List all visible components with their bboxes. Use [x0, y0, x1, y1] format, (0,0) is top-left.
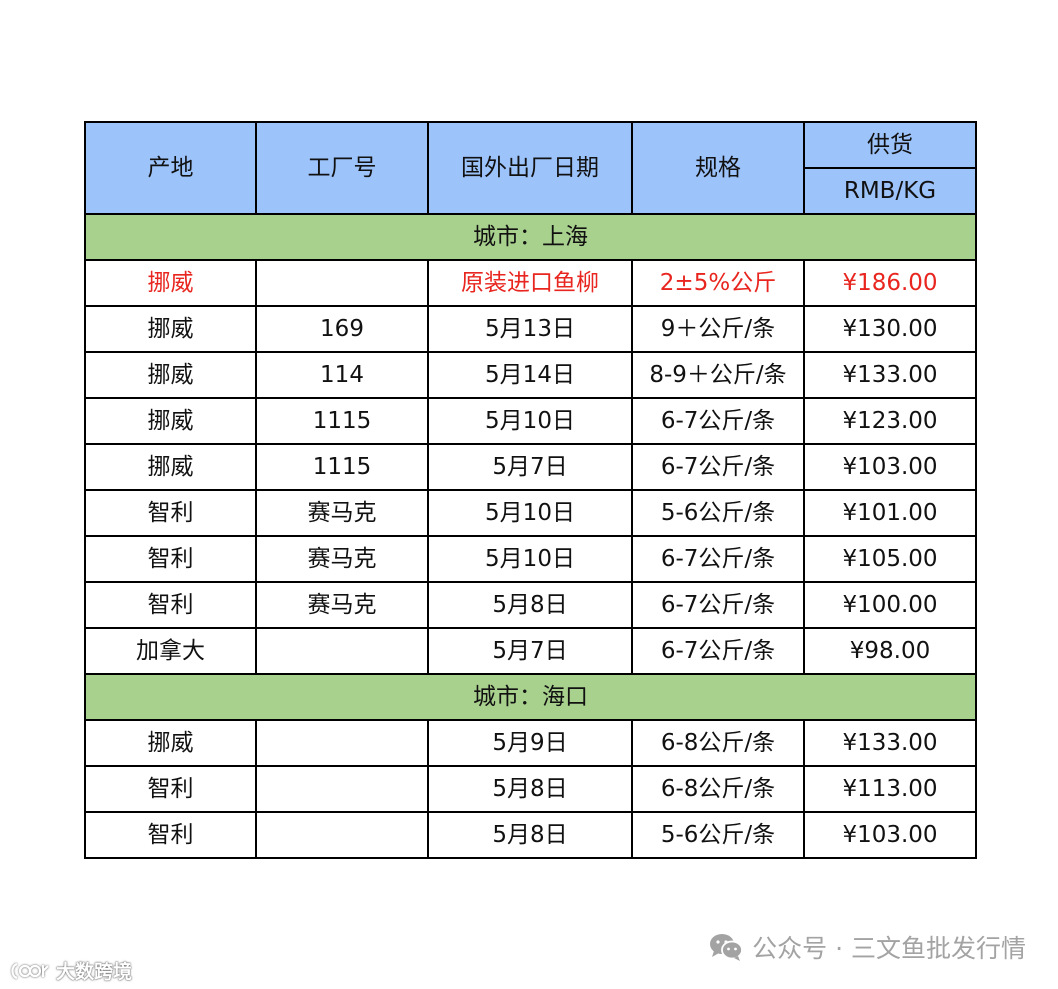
cell-factory-date: 5月10日 [427, 489, 633, 537]
cell-spec: 6-8公斤/条 [631, 765, 805, 813]
cell-factory-date: 5月10日 [427, 397, 633, 445]
cell-price: ¥103.00 [803, 811, 977, 859]
cell-factory-no: 1115 [255, 397, 429, 445]
cell-factory-no [255, 811, 429, 859]
cell-factory-date: 5月13日 [427, 305, 633, 353]
cell-price: ¥133.00 [803, 351, 977, 399]
cell-factory-no: 169 [255, 305, 429, 353]
cell-factory-date: 5月7日 [427, 627, 633, 675]
cell-origin: 智利 [84, 765, 257, 813]
cell-factory-date: 5月14日 [427, 351, 633, 399]
header-origin: 产地 [84, 121, 257, 215]
cell-price: ¥103.00 [803, 443, 977, 491]
table-row: 智利 赛马克 5月10日 5-6公斤/条 ¥101.00 [84, 489, 977, 537]
table-body: 城市：上海 挪威 原装进口鱼柳 2±5%公斤 ¥186.00 挪威 169 5月13日 9＋公斤… [84, 213, 977, 859]
cell-factory-no: 赛马克 [255, 489, 429, 537]
cell-spec: 6-7公斤/条 [631, 397, 805, 445]
header-supply: 供货 [803, 121, 977, 169]
cell-origin: 智利 [84, 581, 257, 629]
cell-factory-no: 1115 [255, 443, 429, 491]
cell-origin: 智利 [84, 489, 257, 537]
cell-price: ¥101.00 [803, 489, 977, 537]
watermark-left-text: 大数跨境 [56, 961, 133, 983]
table-row: 挪威 1115 5月7日 6-7公斤/条 ¥103.00 [84, 443, 977, 491]
cell-factory-date: 5月10日 [427, 535, 633, 583]
cell-origin: 智利 [84, 535, 257, 583]
cell-factory-date: 5月8日 [427, 581, 633, 629]
header-factory-date: 国外出厂日期 [427, 121, 633, 215]
cell-origin: 挪威 [84, 397, 257, 445]
cell-factory-date: 5月8日 [427, 765, 633, 813]
cell-price: ¥133.00 [803, 719, 977, 767]
cell-factory-no: 114 [255, 351, 429, 399]
cell-origin: 挪威 [84, 719, 257, 767]
cell-spec: 6-7公斤/条 [631, 443, 805, 491]
table-row: 挪威 169 5月13日 9＋公斤/条 ¥130.00 [84, 305, 977, 353]
city-section-row: 城市：上海 [84, 213, 977, 261]
table-row: 智利 5月8日 5-6公斤/条 ¥103.00 [84, 811, 977, 859]
cell-factory-date: 5月9日 [427, 719, 633, 767]
cell-origin: 加拿大 [84, 627, 257, 675]
cell-spec: 5-6公斤/条 [631, 489, 805, 537]
cell-origin: 挪威 [84, 351, 257, 399]
cell-spec: 5-6公斤/条 [631, 811, 805, 859]
table-row: 挪威 原装进口鱼柳 2±5%公斤 ¥186.00 [84, 259, 977, 307]
cell-factory-no [255, 765, 429, 813]
cell-factory-date: 5月8日 [427, 811, 633, 859]
cell-origin: 智利 [84, 811, 257, 859]
cell-factory-no [255, 259, 429, 307]
cell-spec: 6-7公斤/条 [631, 627, 805, 675]
watermark-left: 大数跨境 [8, 957, 132, 984]
table-row: 智利 5月8日 6-8公斤/条 ¥113.00 [84, 765, 977, 813]
table-row: 挪威 5月9日 6-8公斤/条 ¥133.00 [84, 719, 977, 767]
cell-spec: 6-8公斤/条 [631, 719, 805, 767]
wechat-icon [708, 932, 744, 962]
cell-factory-no: 赛马克 [255, 535, 429, 583]
cell-factory-no: 赛马克 [255, 581, 429, 629]
table-row: 加拿大 5月7日 6-7公斤/条 ¥98.00 [84, 627, 977, 675]
city-label: 城市：海口 [84, 673, 977, 721]
price-table: 产地 工厂号 国外出厂日期 规格 供货 RMB/KG 城市：上海 挪威 原装进口鱼柳… [84, 121, 977, 859]
cell-price: ¥98.00 [803, 627, 977, 675]
cell-spec: 2±5%公斤 [631, 259, 805, 307]
table-row: 挪威 114 5月14日 8-9＋公斤/条 ¥133.00 [84, 351, 977, 399]
cell-spec: 6-7公斤/条 [631, 535, 805, 583]
watermark-right: 公众号 · 三文鱼批发行情 [708, 929, 1026, 965]
cell-price: ¥100.00 [803, 581, 977, 629]
cell-spec: 9＋公斤/条 [631, 305, 805, 353]
cell-factory-date: 原装进口鱼柳 [427, 259, 633, 307]
cell-price: ¥186.00 [803, 259, 977, 307]
header-unit: RMB/KG [803, 167, 977, 215]
watermark-right-text: 公众号 · 三文鱼批发行情 [752, 934, 1026, 963]
cell-price: ¥105.00 [803, 535, 977, 583]
cell-price: ¥130.00 [803, 305, 977, 353]
cell-spec: 6-7公斤/条 [631, 581, 805, 629]
cell-factory-date: 5月7日 [427, 443, 633, 491]
cell-spec: 8-9＋公斤/条 [631, 351, 805, 399]
table-row: 挪威 1115 5月10日 6-7公斤/条 ¥123.00 [84, 397, 977, 445]
table-row: 智利 赛马克 5月8日 6-7公斤/条 ¥100.00 [84, 581, 977, 629]
cell-origin: 挪威 [84, 443, 257, 491]
header-factory-no: 工厂号 [255, 121, 429, 215]
cell-price: ¥123.00 [803, 397, 977, 445]
header-spec: 规格 [631, 121, 805, 215]
cell-origin: 挪威 [84, 259, 257, 307]
cell-price: ¥113.00 [803, 765, 977, 813]
table-header: 产地 工厂号 国外出厂日期 规格 供货 RMB/KG [84, 121, 977, 215]
cell-factory-no [255, 627, 429, 675]
cell-factory-no [255, 719, 429, 767]
city-section-row: 城市：海口 [84, 673, 977, 721]
brand-logo-icon [8, 960, 52, 982]
city-label: 城市：上海 [84, 213, 977, 261]
cell-origin: 挪威 [84, 305, 257, 353]
table-row: 智利 赛马克 5月10日 6-7公斤/条 ¥105.00 [84, 535, 977, 583]
